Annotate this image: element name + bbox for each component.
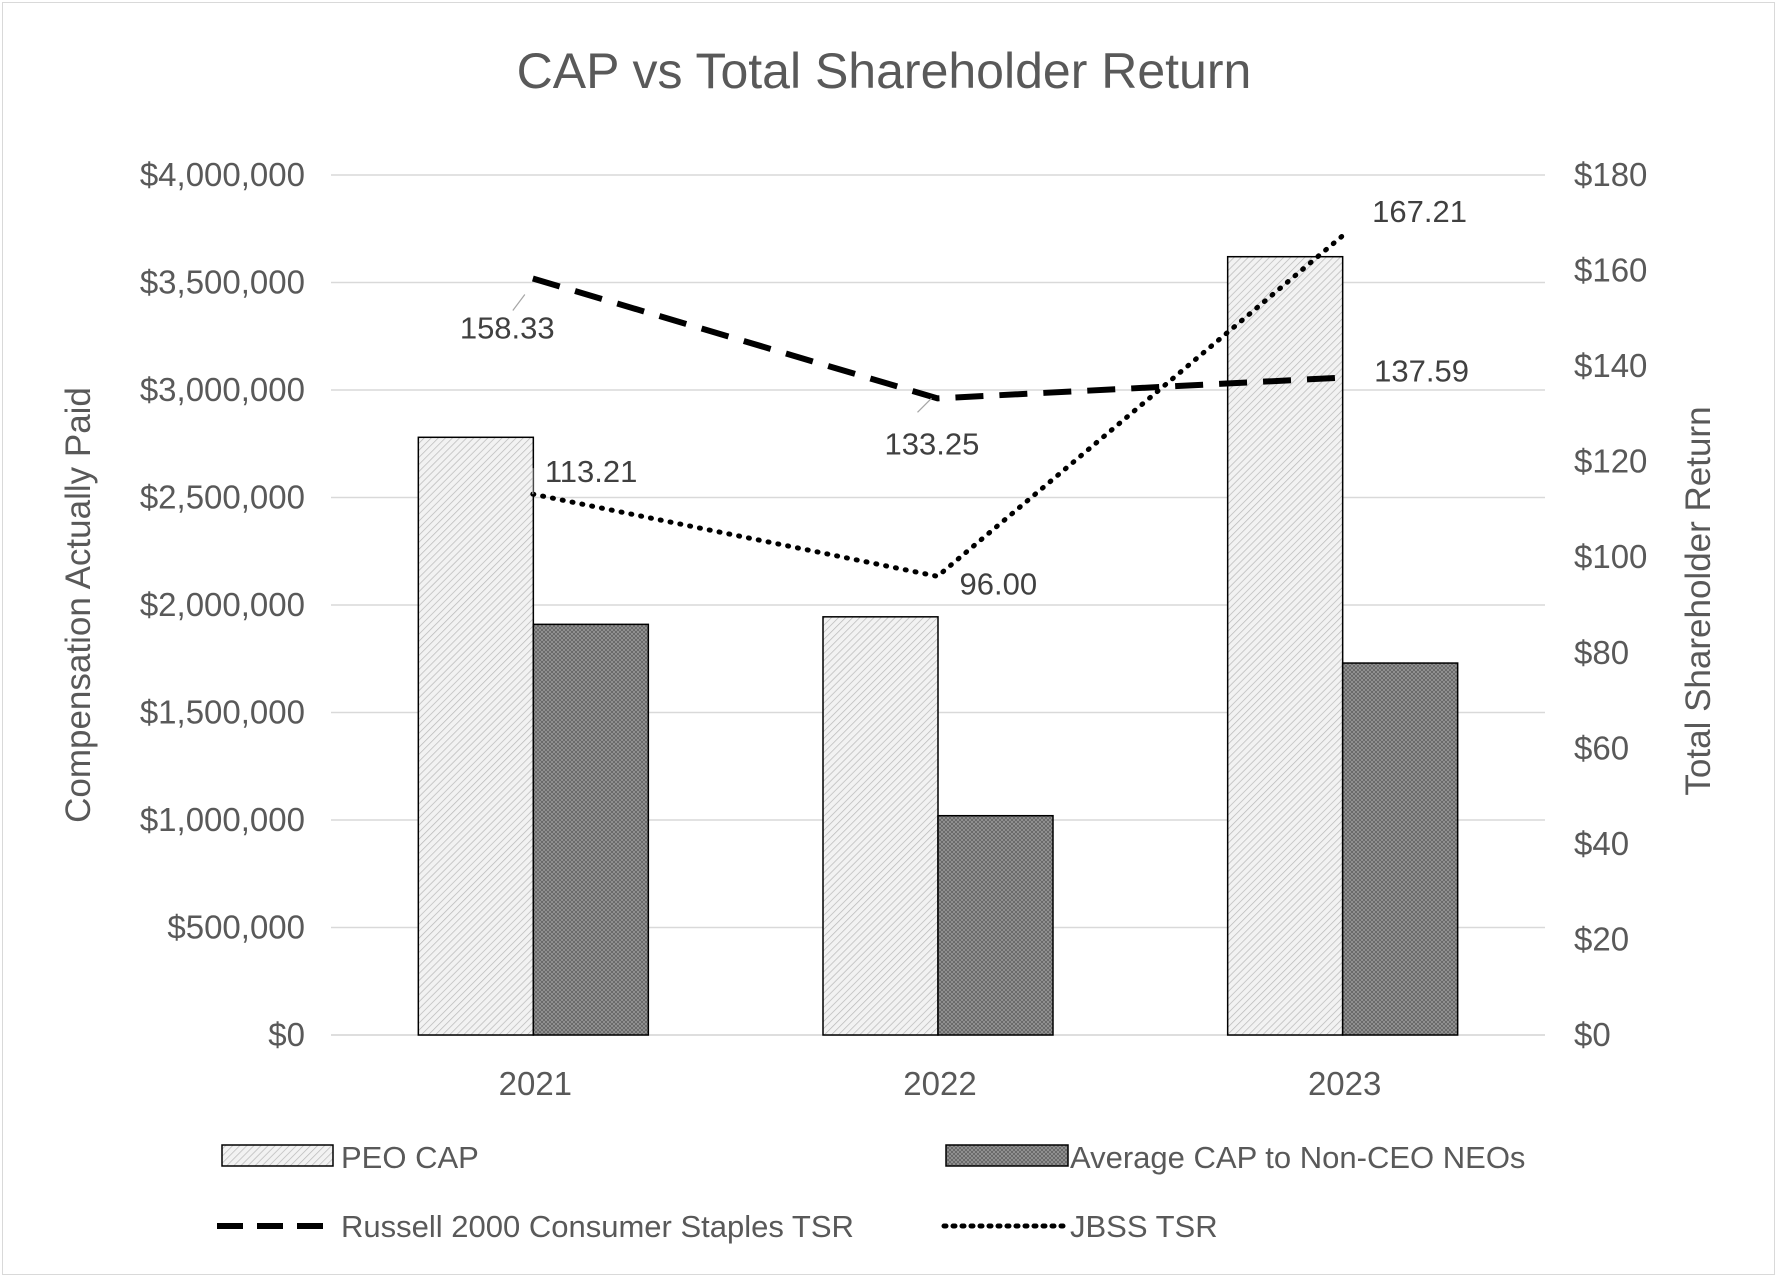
right-tick-label-9: $180: [1574, 156, 1647, 193]
data-label-jbss-tsr-2022: 96.00: [960, 566, 1038, 601]
data-label-jbss-tsr-2023: 167.21: [1372, 194, 1467, 229]
data-label-jbss-tsr-2021: 113.21: [545, 454, 638, 489]
left-axis-title: Compensation Actually Paid: [59, 387, 98, 823]
bar-average-cap-to-non-ceo-neos-2021: [532, 623, 650, 1036]
right-axis-ticks: $0 $20 $40 $60 $80 $100 $120 $140 $160 $180: [1574, 156, 1647, 1053]
bar-peo-cap-2023: [1226, 255, 1344, 1036]
left-tick-label-0: $0: [268, 1016, 305, 1053]
chart-svg: CAP vs Total Shareholder Return $0 $500,0…: [59, 43, 1718, 1244]
right-axis-title: Total Shareholder Return: [1679, 406, 1718, 795]
bar-peo-cap-2021: [417, 436, 535, 1036]
right-tick-label-8: $160: [1574, 252, 1647, 289]
left-axis-ticks: $0 $500,000 $1,000,000 $1,500,000 $2,000,000…: [140, 156, 305, 1053]
legend-label-russell-tsr: Russell 2000 Consumer Staples TSR: [341, 1209, 854, 1244]
bar-average-cap-to-non-ceo-neos-2022: [937, 814, 1054, 1036]
left-tick-label-8: $4,000,000: [140, 156, 305, 193]
line-jbss-tsr: [530, 233, 1345, 580]
bars: [417, 255, 1459, 1036]
line-russell-2000-consumer-staples-tsr: [531, 275, 1343, 402]
left-tick-label-2: $1,000,000: [140, 801, 305, 838]
leader-russell-2000-consumer-staples-tsr-2022: [917, 397, 932, 413]
data-label-russell-2000-consumer-staples-tsr-2021: 158.33: [460, 311, 555, 346]
x-tick-label-2021: 2021: [499, 1065, 572, 1102]
right-tick-label-2: $40: [1574, 825, 1629, 862]
left-tick-label-4: $2,000,000: [140, 586, 305, 623]
x-tick-label-2022: 2022: [903, 1065, 976, 1102]
legend: PEO CAP Average CAP to Non-CEO NEOs Russ…: [217, 1140, 1525, 1244]
right-tick-label-4: $80: [1574, 634, 1629, 671]
left-tick-label-6: $3,000,000: [140, 371, 305, 408]
right-tick-label-7: $140: [1574, 347, 1647, 384]
data-label-russell-2000-consumer-staples-tsr-2023: 137.59: [1374, 354, 1469, 389]
right-tick-label-0: $0: [1574, 1016, 1611, 1053]
left-tick-label-3: $1,500,000: [140, 694, 305, 731]
left-tick-label-5: $2,500,000: [140, 479, 305, 516]
data-label-russell-2000-consumer-staples-tsr-2022: 133.25: [885, 426, 980, 461]
chart-title: CAP vs Total Shareholder Return: [517, 43, 1252, 99]
x-tick-label-2023: 2023: [1308, 1065, 1381, 1102]
legend-swatch-peo-cap: [221, 1144, 334, 1167]
left-tick-label-7: $3,500,000: [140, 264, 305, 301]
data-labels: 158.33 133.25 137.59 113.21 96.00 167.21: [460, 194, 1469, 601]
left-tick-label-1: $500,000: [167, 909, 305, 946]
x-axis-ticks: 2021 2022 2023: [499, 1065, 1382, 1102]
legend-swatch-average-cap: [945, 1144, 1069, 1167]
legend-label-jbss-tsr: JBSS TSR: [1070, 1209, 1218, 1244]
right-tick-label-3: $60: [1574, 729, 1629, 766]
bar-peo-cap-2022: [822, 616, 939, 1036]
bar-average-cap-to-non-ceo-neos-2023: [1341, 662, 1459, 1036]
right-tick-label-5: $100: [1574, 538, 1647, 575]
right-tick-label-6: $120: [1574, 443, 1647, 480]
right-tick-label-1: $20: [1574, 920, 1629, 957]
series-lines: [530, 233, 1345, 580]
legend-label-average-cap: Average CAP to Non-CEO NEOs: [1070, 1140, 1525, 1175]
legend-label-peo-cap: PEO CAP: [341, 1140, 479, 1175]
leader-russell-2000-consumer-staples-tsr-2021: [512, 294, 526, 311]
